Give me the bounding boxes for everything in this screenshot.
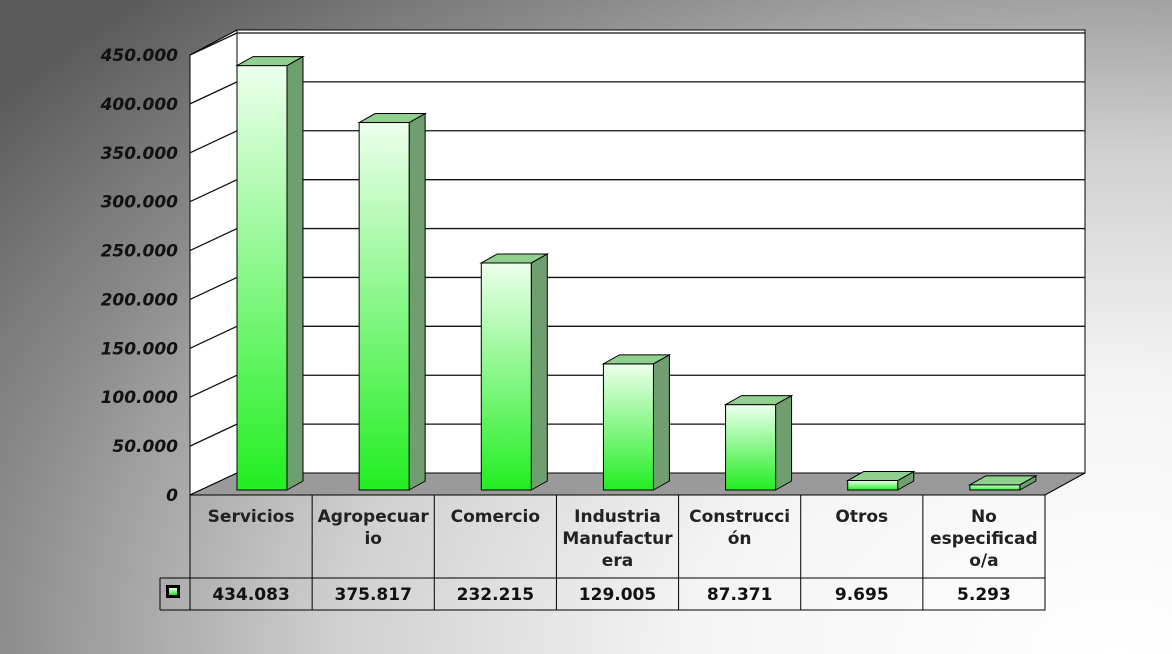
category-label: Comercio — [451, 507, 540, 527]
y-tick-label: 0 — [166, 486, 178, 506]
value-label: 129.005 — [579, 585, 656, 605]
bar-front — [480, 262, 532, 491]
bar-front — [602, 363, 654, 491]
gridline-side — [189, 130, 238, 154]
gridline-side — [189, 325, 238, 349]
bar-side — [408, 112, 426, 491]
y-tick-label: 250.000 — [101, 242, 179, 262]
bar-side — [652, 354, 670, 491]
bar — [479, 253, 550, 491]
y-tick-label: 150.000 — [101, 339, 179, 359]
category-label: Otros — [835, 507, 888, 527]
gridline-side — [189, 32, 238, 56]
gridline-side — [189, 81, 238, 105]
bar — [235, 55, 305, 491]
y-tick-label: 200.000 — [101, 290, 179, 310]
category-label: Industria Manufactur era — [562, 507, 673, 571]
bar-side — [286, 55, 304, 491]
value-label: 375.817 — [334, 585, 411, 605]
table-border — [189, 494, 1046, 611]
bar — [723, 394, 794, 491]
data-table: Servicios 434.083 Agropecuar io 375.817 Comer… — [159, 494, 1046, 611]
y-axis: 0 50.000 100.000 150.000 200.000 250.000 300.0… — [100, 46, 179, 506]
y-tick-label: 350.000 — [101, 144, 179, 164]
category-label: Servicios — [208, 507, 295, 527]
bar — [601, 354, 672, 491]
bar-top — [845, 471, 916, 482]
bar-front — [847, 480, 899, 491]
value-label: 9.695 — [835, 585, 889, 605]
bar-front — [358, 122, 410, 491]
bar-top — [479, 253, 550, 264]
category-label: Agropecuar io — [318, 507, 430, 549]
y-tick-label: 100.000 — [101, 388, 179, 408]
bar-front — [725, 404, 777, 491]
y-tick-label: 450.000 — [100, 46, 179, 66]
bar — [967, 474, 1038, 491]
bar-top — [723, 395, 794, 406]
bars — [235, 55, 1038, 491]
bar-top — [967, 475, 1038, 486]
value-label: 5.293 — [957, 585, 1011, 605]
gridline-side — [189, 179, 238, 203]
bar-front — [236, 65, 288, 491]
bar — [845, 470, 916, 491]
category-label: Construcci ón — [689, 507, 790, 549]
bar-top — [235, 56, 305, 67]
side-wall — [189, 29, 238, 496]
bar — [357, 112, 428, 491]
bar-top — [357, 113, 428, 124]
y-tick-label: 300.000 — [101, 193, 179, 213]
value-label: 434.083 — [212, 585, 289, 605]
gridline-side — [189, 374, 238, 398]
gridline-side — [189, 227, 238, 252]
category-label: No especificad o/a — [930, 507, 1038, 571]
legend-key-swatch — [169, 588, 177, 595]
gridline-side — [189, 423, 238, 447]
bar-side — [775, 394, 793, 491]
value-label: 232.215 — [457, 585, 534, 605]
y-tick-label: 400.000 — [100, 95, 179, 115]
bar-side — [530, 253, 548, 491]
bar-front — [969, 484, 1021, 491]
gridline-side — [189, 276, 238, 301]
value-label: 87.371 — [707, 585, 773, 605]
bar-top — [601, 354, 672, 365]
y-tick-label: 50.000 — [112, 437, 178, 457]
